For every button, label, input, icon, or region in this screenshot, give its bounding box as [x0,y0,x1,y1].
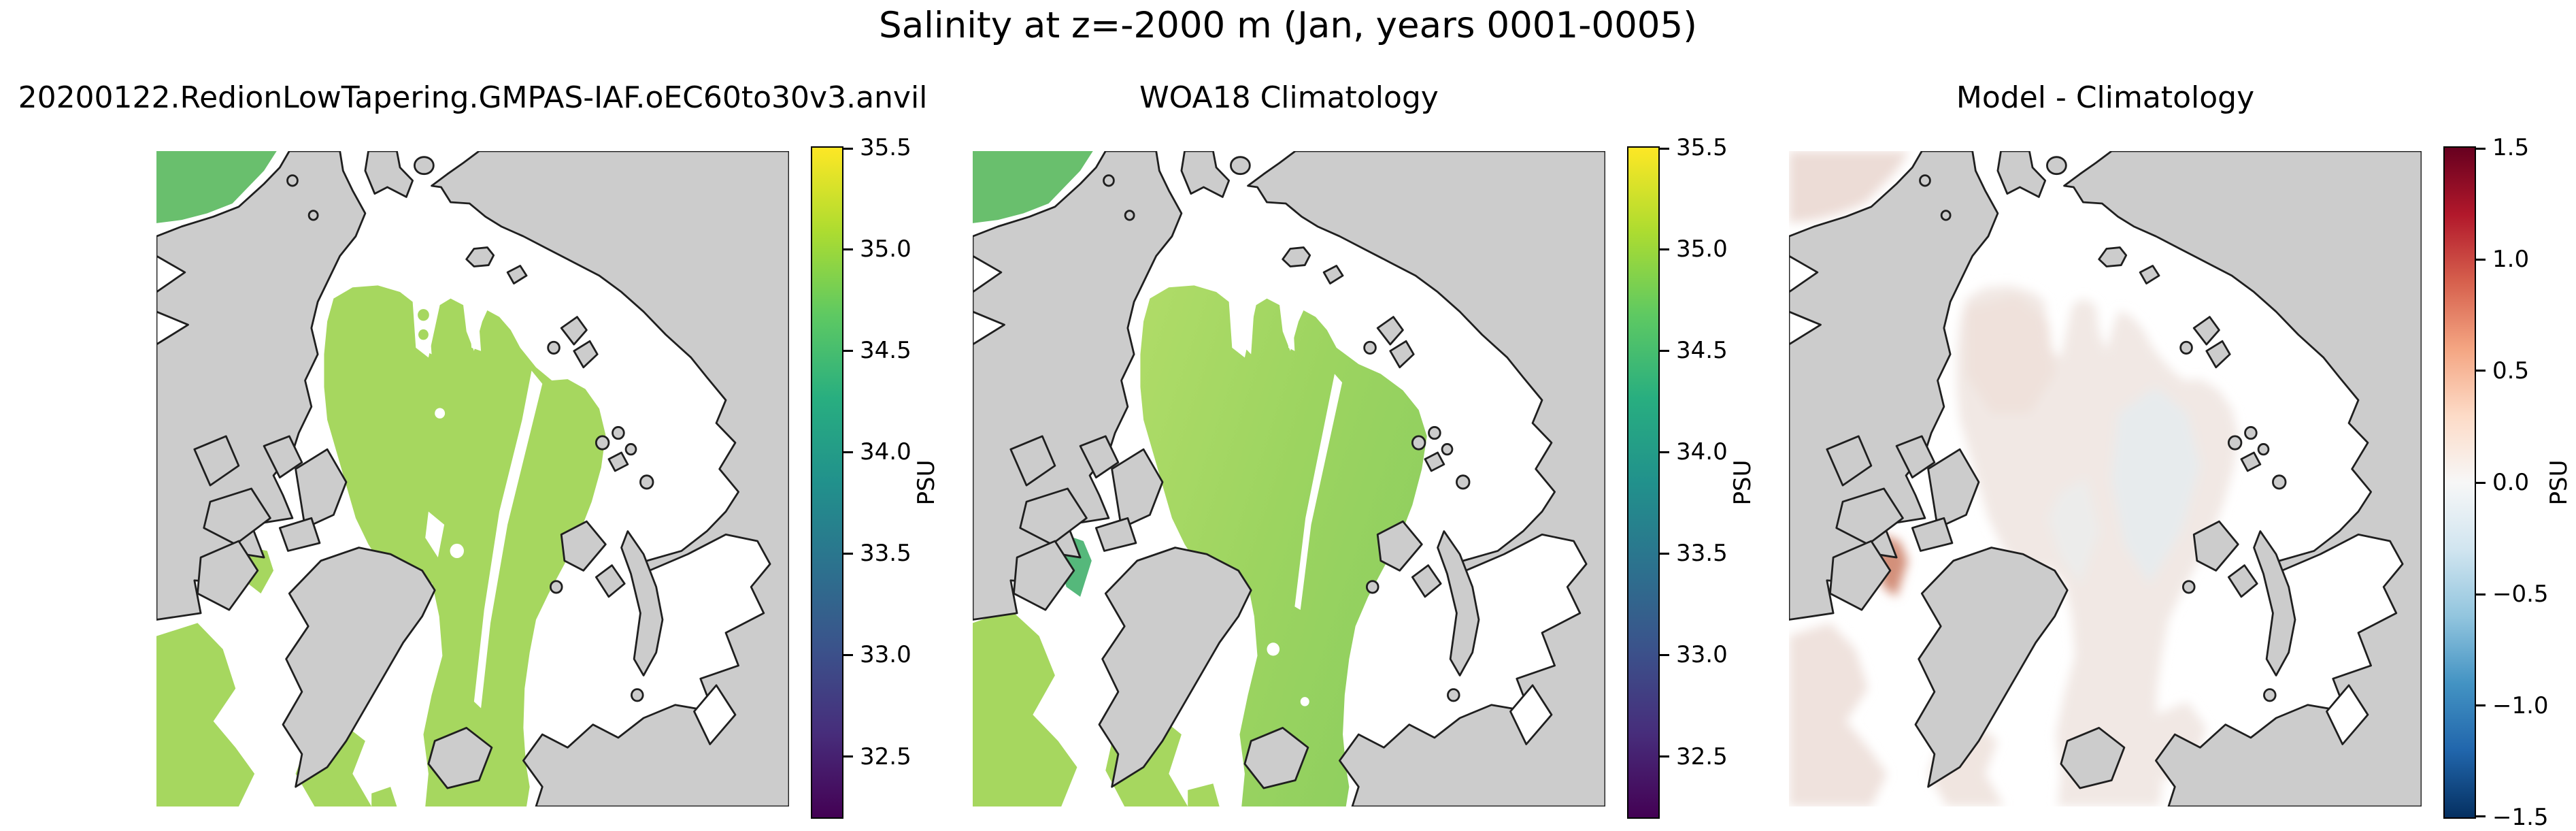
colorbar-units-label: PSU [2545,459,2573,506]
baffin-bay-patch [245,547,274,594]
bottom-patch [1140,777,1179,806]
colorbar-tick-label: 1.5 [2492,134,2530,161]
colorbar-tick [1660,755,1669,758]
colorbar-tick-label: 33.0 [1676,641,1728,669]
colorbar-tick-label: 32.5 [860,743,911,770]
bottom-patch [371,787,397,806]
colorbar-climatology: 35.5 35.0 34.5 34.0 33.5 33.0 32.5 [1627,134,1728,819]
ridge-gap [1286,314,1295,351]
colorbar-tick-label: 35.5 [860,134,911,161]
labrador-sea-patch [156,623,255,806]
colorbar-units-label: PSU [913,459,940,506]
bering-sea-patch [156,151,277,223]
diff-positive-lobe [1966,295,2055,414]
colorbar-tick [2476,704,2486,707]
colorbar-tick [843,451,853,453]
colorbar-tick [1660,653,1669,656]
colorbar-tick-label: 33.5 [860,540,911,568]
ridge-gap [450,543,464,559]
bering-sea-patch [973,151,1093,223]
colorbar-tick-label: 33.5 [1676,540,1728,568]
bottom-patch [1188,783,1220,806]
ridge-gap [468,305,482,351]
map-model [156,151,789,806]
colorbar-tick-label: 35.5 [1676,134,1728,161]
map-climatology [973,151,1605,806]
colorbar-tick-label: 35.0 [860,235,911,263]
colorbar-tick [1660,552,1669,555]
colorbar-tick-label: −1.0 [2492,691,2549,719]
colorbar-tick [1660,349,1669,352]
colorbar-tick [2476,481,2486,484]
ridge-gap [1267,642,1280,656]
labrador-diff-patch [1789,623,1888,806]
map-difference [1789,151,2422,806]
colorbar-tick [843,349,853,352]
colorbar-tick [843,248,853,250]
colorbar-tick-label: 1.0 [2492,246,2530,274]
arctic-basin-patch [324,285,606,806]
colorbar-tick-label: 34.0 [1676,438,1728,466]
basin-speck [418,329,429,340]
arctic-basin-patch [1140,285,1427,806]
panel-title-model: 20200122.RedionLowTapering.GMPAS-IAF.oEC… [18,80,928,115]
labrador-sea-patch [973,610,1077,806]
ridge-gap [1300,697,1309,706]
colorbar-tick-label: 32.5 [1676,743,1728,770]
colorbar-tick-label: 0.5 [2492,357,2530,385]
colorbar-tick-label: −0.5 [2492,581,2549,608]
colorbar-difference: 1.5 1.0 0.5 0.0 −0.5 −1.0 −1.5 [2443,134,2549,831]
panel-title-climatology: WOA18 Climatology [1139,80,1439,115]
colorbar-tick-label: 33.0 [860,641,911,669]
colorbar-tick [1660,148,1669,150]
ridge-gap [425,511,445,558]
diff-negative-lobe [2111,387,2201,584]
colorbar-tick-label: 34.5 [860,337,911,365]
colorbar-tick [2476,148,2486,150]
colorbar-tick [2476,593,2486,596]
panel-title-difference: Model - Climatology [1956,80,2255,115]
colorbar-tick [843,653,853,656]
colorbar-tick [2476,258,2486,261]
basin-speck [418,309,429,321]
colorbar-tick [2476,370,2486,372]
colorbar-model: 35.5 35.0 34.5 34.0 33.5 33.0 32.5 [811,134,911,819]
bottom-patch [327,780,359,806]
ridge-gap [1244,305,1254,355]
colorbar-tick [1660,451,1669,453]
ridge-gap [473,370,543,708]
colorbar-tick [843,148,853,150]
ridge-gap [435,408,446,419]
colorbar-tick-label: 34.5 [1676,337,1728,365]
ridge-gap [416,292,432,355]
colorbar-tick [1660,248,1669,250]
colorbar-tick-label: 35.0 [1676,235,1728,263]
colorbar-tick-label: 0.0 [2492,469,2530,496]
bering-sea-diff-patch [1789,151,1909,223]
figure-title: Salinity at z=-2000 m (Jan, years 0001-0… [879,5,1697,46]
colorbar-tick-label: −1.5 [2492,804,2549,831]
colorbar-tick [843,552,853,555]
colorbar-tick [2476,815,2486,817]
colorbar-tick [843,755,853,758]
salinity-data-model [156,151,606,806]
ridge-gap [1294,374,1343,610]
colorbar-units-label: PSU [1729,459,1756,506]
colorbar-tick-label: 34.0 [860,438,911,466]
